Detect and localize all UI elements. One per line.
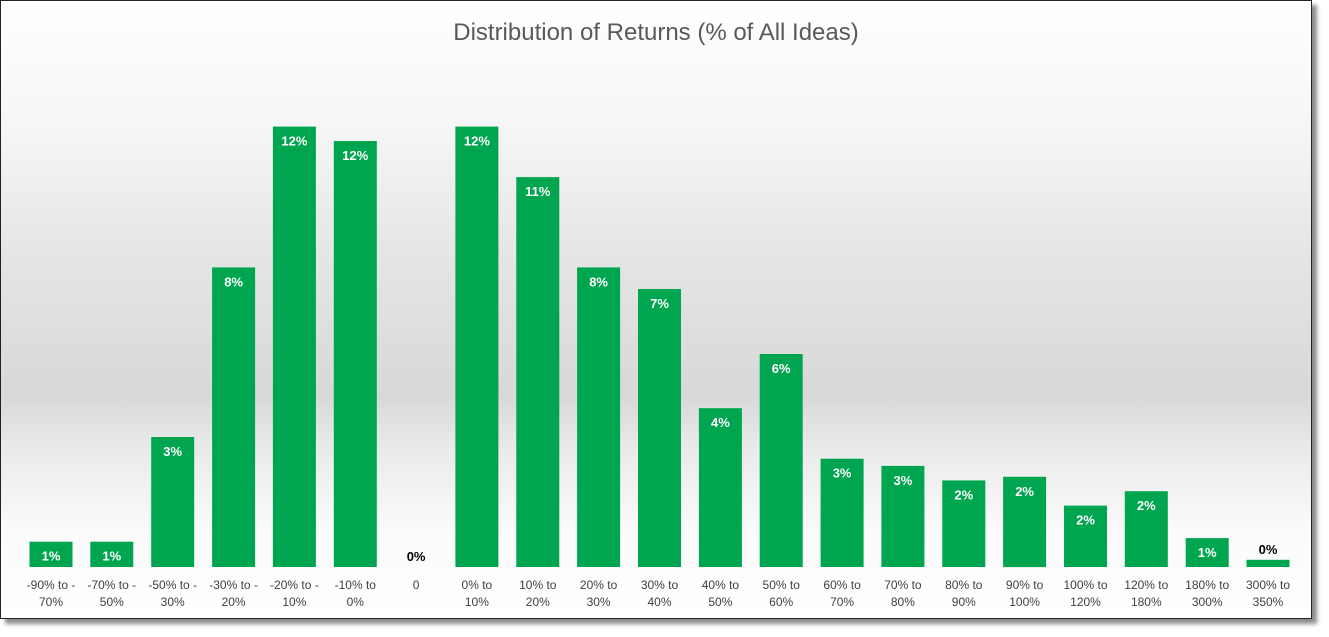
data-label: 11% [525,184,551,199]
data-label: 1% [102,549,121,564]
category-label: 30% to 40% [641,578,679,609]
data-label: 6% [772,361,791,376]
category-label: -70% to -50% [87,578,136,609]
data-label: 1% [1198,545,1217,560]
data-label: 3% [163,444,182,459]
category-label: 300% to 350% [1246,578,1290,609]
data-label: 0% [407,549,426,564]
category-label: 80% to 90% [945,578,983,609]
bar [29,541,73,567]
bar [272,126,316,567]
bar [455,126,499,567]
data-label: 3% [833,466,852,481]
bar [698,408,742,567]
category-label: -30% to -20% [209,578,258,609]
bar [820,458,864,567]
category-label: -20% to -10% [270,578,319,609]
bar [881,465,925,567]
bar [333,141,377,567]
data-label: 8% [589,274,608,289]
data-label: 2% [954,487,973,502]
category-labels-group: -90% to -70% -70% to -50% -50% to -30% -30%… [27,578,1291,609]
bar [212,267,256,567]
category-label: 60% to 70% [823,578,861,609]
data-label: 1% [42,549,61,564]
category-label: 20% to 30% [580,578,618,609]
data-label: 4% [711,415,730,430]
data-label: 2% [1015,484,1034,499]
category-label: 0 [413,578,420,592]
category-label: 0% to 10% [462,578,493,609]
bar [1185,538,1229,567]
chart-frame: Distribution of Returns (% of All Ideas)… [0,0,1312,619]
bar [1064,505,1107,567]
data-label: 12% [464,134,490,149]
category-label: 40% to 50% [702,578,740,609]
category-label: 120% to 180% [1124,578,1168,609]
category-label: -50% to -30% [148,578,197,609]
category-label: 100% to 120% [1063,578,1107,609]
bar [577,267,621,567]
data-label: 12% [342,148,368,163]
data-label: 2% [1076,513,1095,528]
bar [638,289,681,567]
data-label: 12% [281,134,307,149]
category-label: 180% to 300% [1185,578,1229,609]
bar [942,480,986,567]
bar [516,177,560,567]
chart-title: Distribution of Returns (% of All Ideas) [453,19,859,46]
category-label: 90% to 100% [1006,578,1044,609]
category-label: -90% to -70% [27,578,76,609]
category-label: 10% to 20% [519,578,557,609]
data-label: 0% [1259,542,1278,557]
category-label: 50% to 60% [763,578,801,609]
data-label: 7% [650,296,669,311]
bar [1124,491,1168,567]
bar [759,354,803,567]
data-label: 2% [1137,498,1156,513]
data-labels-group: 1% 1% 3% 8% 12% 12% 0% 12% 11% 8% 7% 4% 6% 3% 3% 2% 2% 2%… [42,134,1278,564]
bars-group [29,126,1290,568]
category-label: 70% to 80% [884,578,922,609]
bar [1003,476,1047,568]
bar [1246,559,1290,567]
data-label: 3% [894,473,913,488]
bar [151,437,195,567]
bar [90,541,134,567]
bar-chart: 1% 1% 3% 8% 12% 12% 0% 12% 11% 8% 7% 4% 6% 3% 3% 2% 2% 2%… [27,126,1291,609]
category-label: -10% to 0% [335,578,377,609]
data-label: 8% [224,274,243,289]
